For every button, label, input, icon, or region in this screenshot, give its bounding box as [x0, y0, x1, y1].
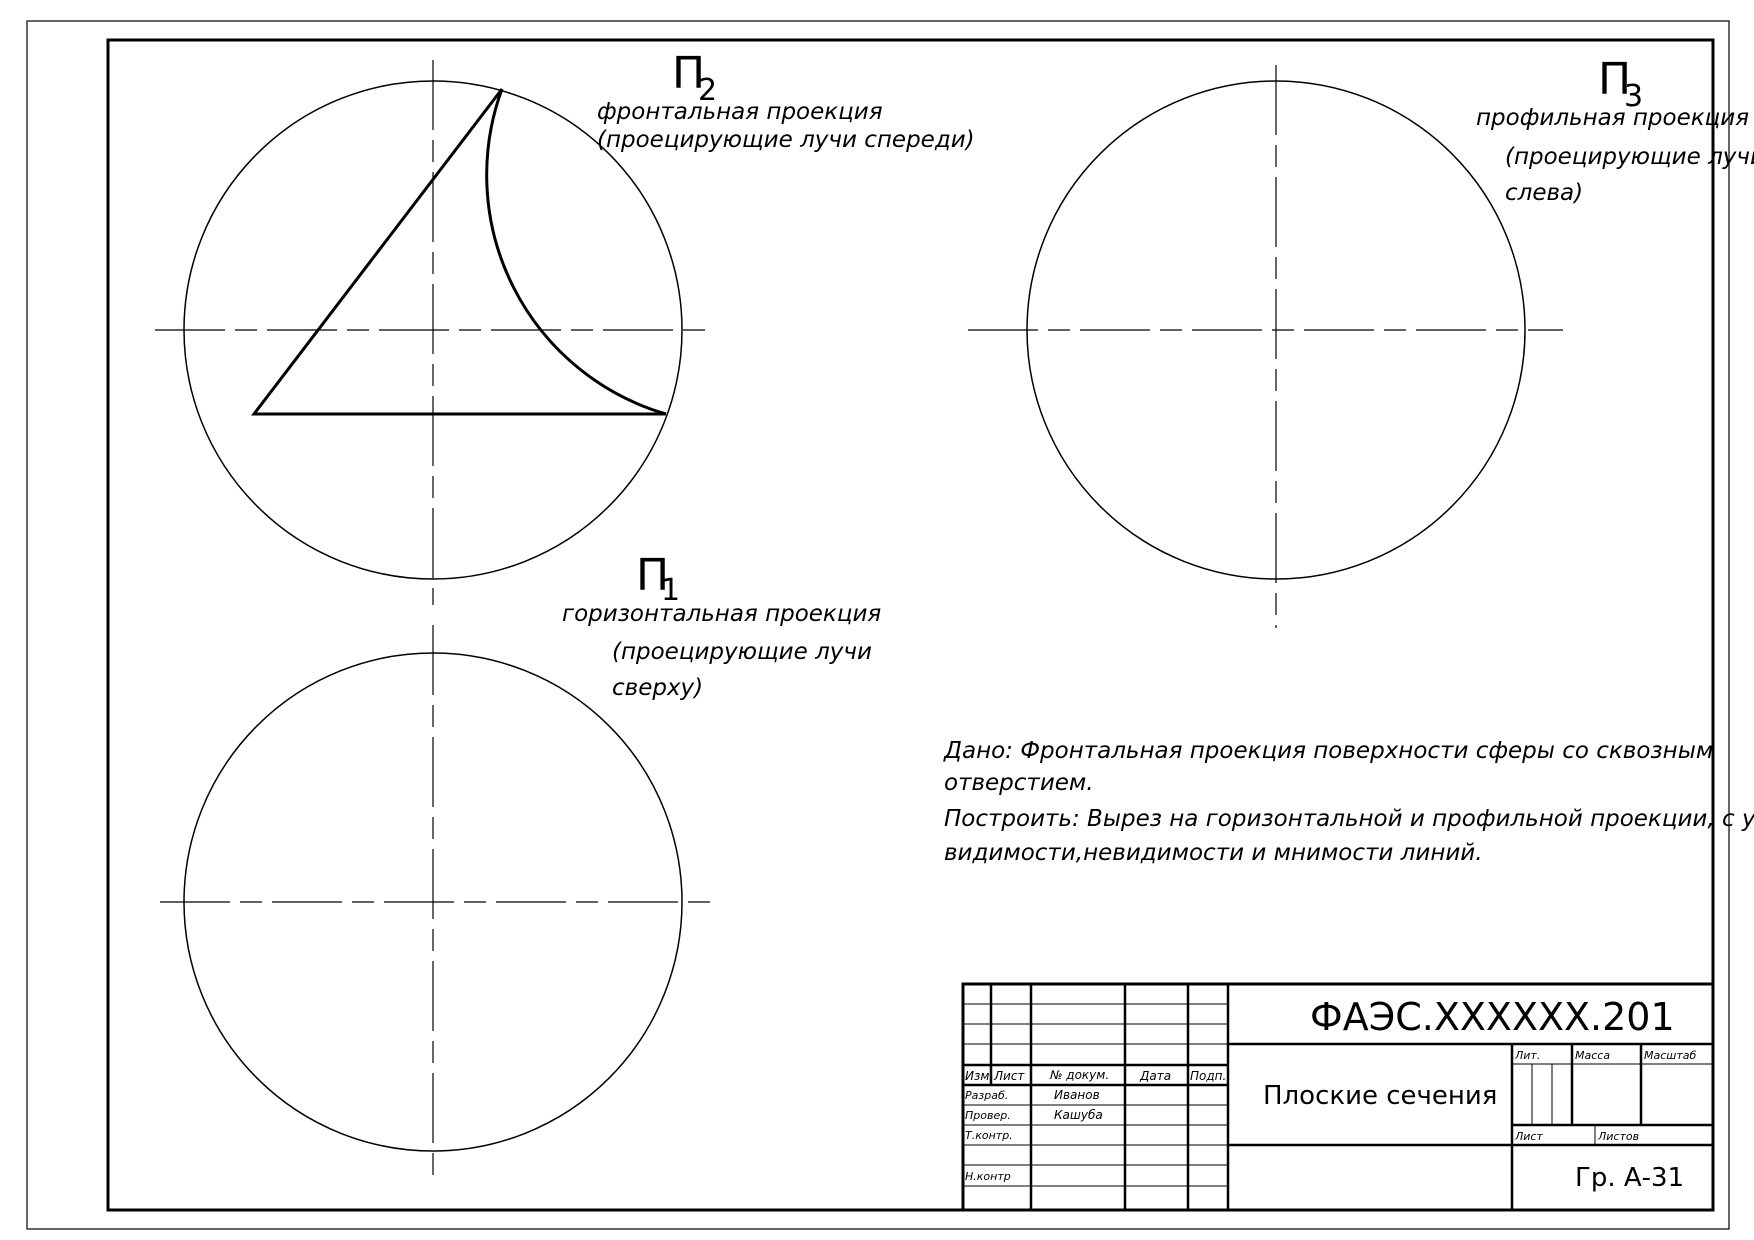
horizontal-view-symbol: П	[636, 550, 669, 601]
frontal-view-symbol: П	[672, 48, 705, 99]
profile-view-caption-2: (проецирующие лучи	[1505, 144, 1754, 170]
tb-header-mass: Масса	[1575, 1049, 1610, 1062]
outer-trim-border	[26, 20, 1730, 1230]
tb-header-lit: Лит.	[1514, 1049, 1540, 1062]
frontal-arc-visible-left	[485, 88, 667, 416]
tb-person-prover: Кашуба	[1054, 1108, 1103, 1122]
horizontal-view: П 1 горизонтальная проекция (проецирующи…	[160, 550, 881, 1180]
profile-view-caption-1: профильная проекция	[1476, 105, 1749, 131]
task-line-4: видимости,невидимости и мнимости линий.	[944, 840, 1483, 866]
tb-document-title: Плоские сечения	[1263, 1081, 1497, 1111]
profile-view-symbol: П	[1598, 54, 1631, 105]
horizontal-view-caption-2: (проецирующие лучи	[612, 639, 872, 665]
frontal-view: П 2 фронтальная проекция (проецирующие л…	[155, 48, 975, 605]
tb-header-sign: Подп.	[1190, 1069, 1226, 1083]
horizontal-view-caption-1: горизонтальная проекция	[562, 601, 881, 627]
tb-role-nkontr: Н.контр	[965, 1170, 1011, 1183]
tb-header-doc: № докум.	[1049, 1068, 1109, 1082]
profile-view-caption-3: слева)	[1505, 180, 1583, 206]
task-line-1: Дано: Фронтальная проекция поверхности с…	[943, 738, 1713, 764]
tb-role-tkontr: Т.контр.	[965, 1129, 1013, 1142]
frontal-view-caption-1: фронтальная проекция	[597, 99, 883, 125]
frontal-hole-outline	[250, 88, 666, 416]
tb-header-scale: Масштаб	[1644, 1049, 1696, 1062]
tb-header-sheets: Листов	[1597, 1130, 1639, 1143]
frontal-view-caption-2: (проецирующие лучи спереди)	[597, 127, 975, 153]
profile-view: П 3 профильная проекция (проецирующие лу…	[968, 54, 1754, 628]
title-block	[961, 982, 1715, 1212]
task-statement: Дано: Фронтальная проекция поверхности с…	[943, 738, 1754, 866]
task-line-2: отверстием.	[944, 770, 1094, 796]
tb-role-prover: Провер.	[965, 1109, 1011, 1122]
title-block-frame	[961, 982, 1715, 1212]
horizontal-view-index: 1	[661, 573, 680, 608]
drawing-frame	[106, 38, 1715, 1212]
tb-document-code: ФАЭС.XXXXXX.201	[1310, 995, 1675, 1039]
tb-role-razrab: Разраб.	[965, 1089, 1008, 1102]
horizontal-view-caption-3: сверху)	[612, 675, 703, 701]
tb-group: Гр. А-31	[1575, 1163, 1684, 1193]
frontal-view-index: 2	[698, 73, 717, 108]
tb-header-date: Дата	[1139, 1069, 1171, 1083]
tb-header-sheet: Лист	[1514, 1130, 1543, 1143]
tb-person-razrab: Иванов	[1054, 1088, 1100, 1102]
task-line-3: Построить: Вырез на горизонтальной и про…	[944, 806, 1754, 832]
tb-header-izm: Изм.	[965, 1069, 993, 1083]
profile-view-index: 3	[1624, 79, 1643, 114]
tb-header-list: Лист	[993, 1069, 1025, 1083]
title-block-text: Изм. Лист № докум. Дата Подп. Разраб. Пр…	[965, 995, 1696, 1193]
